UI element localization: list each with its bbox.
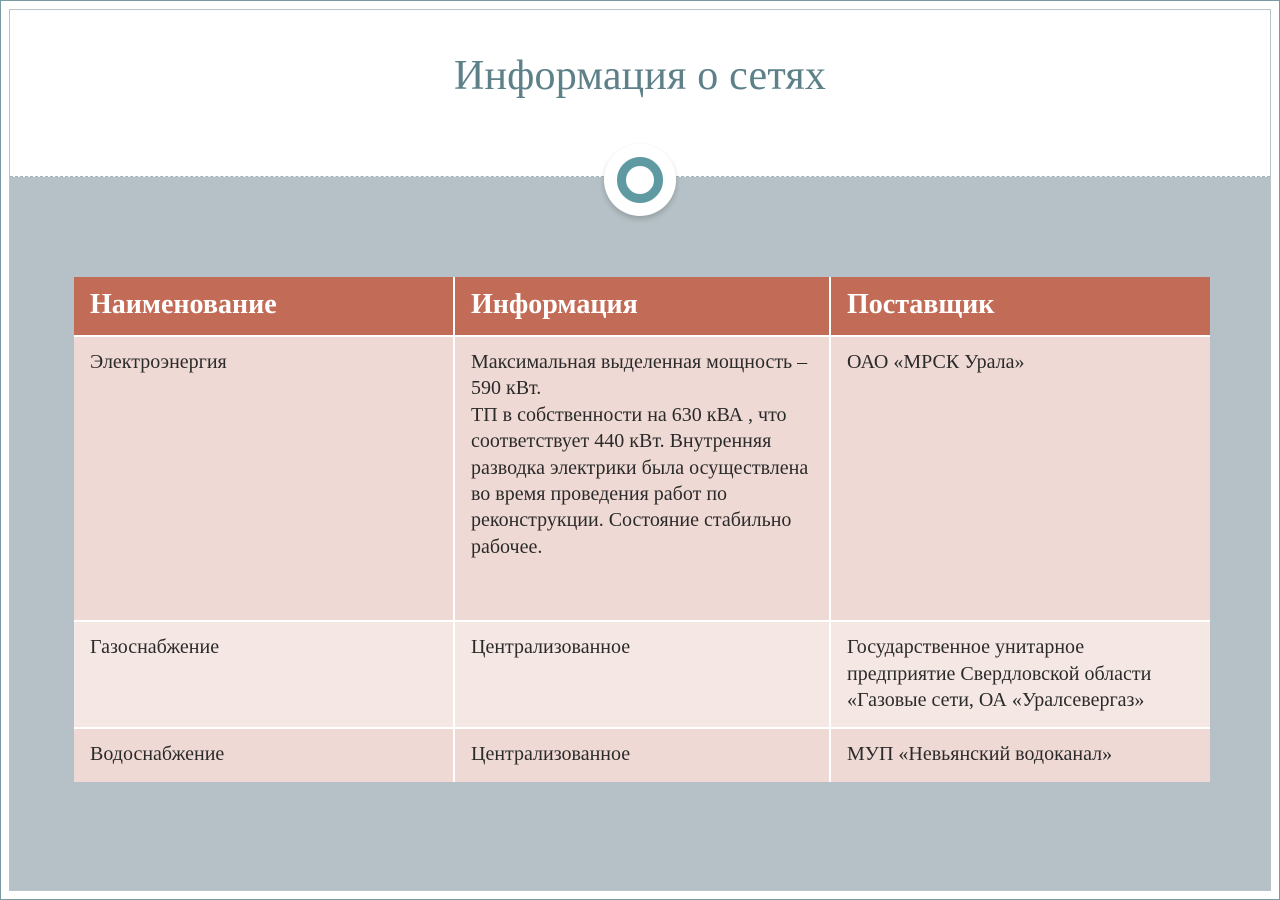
cell-info: Централизованное <box>454 621 830 728</box>
cell-name: Водоснабжение <box>74 728 454 781</box>
table-row: Газоснабжение Централизованное Государст… <box>74 621 1210 728</box>
cell-name: Газоснабжение <box>74 621 454 728</box>
col-header-info: Информация <box>454 277 830 336</box>
slide-inner-border: Информация о сетях Наименование Информац… <box>9 9 1271 891</box>
col-header-name: Наименование <box>74 277 454 336</box>
slide-frame: Информация о сетях Наименование Информац… <box>0 0 1280 900</box>
table-header-row: Наименование Информация Поставщик <box>74 277 1210 336</box>
ornament-circle <box>604 144 676 216</box>
networks-table: Наименование Информация Поставщик Электр… <box>74 277 1210 782</box>
body-region: Наименование Информация Поставщик Электр… <box>10 177 1270 890</box>
cell-supplier: МУП «Невьянский водоканал» <box>830 728 1210 781</box>
cell-info: Централизованное <box>454 728 830 781</box>
cell-name: Электроэнергия <box>74 336 454 621</box>
col-header-supplier: Поставщик <box>830 277 1210 336</box>
cell-supplier: Государственное унитарное предприятие Св… <box>830 621 1210 728</box>
table-row: Водоснабжение Централизованное МУП «Невь… <box>74 728 1210 781</box>
cell-supplier: ОАО «МРСК Урала» <box>830 336 1210 621</box>
ornament-ring-icon <box>617 157 663 203</box>
cell-info: Максимальная выделенная мощность – 590 к… <box>454 336 830 621</box>
table-row: Электроэнергия Максимальная выделенная м… <box>74 336 1210 621</box>
slide-title: Информация о сетях <box>10 10 1270 100</box>
